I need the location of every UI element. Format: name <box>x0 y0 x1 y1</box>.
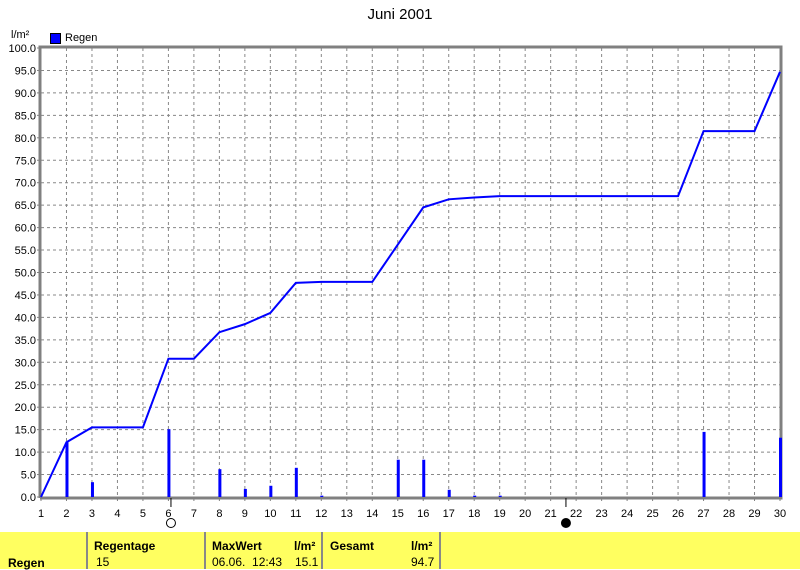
y-tick-label: 5.0 <box>21 470 36 482</box>
rain-bar <box>703 432 706 497</box>
x-tick-label: 27 <box>697 508 709 520</box>
full-moon-icon <box>166 519 175 528</box>
x-tick-label: 7 <box>191 508 197 520</box>
x-tick-label: 4 <box>114 508 120 520</box>
y-tick-label: 50.0 <box>15 268 36 280</box>
x-tick-label: 11 <box>290 508 301 520</box>
x-tick-label: 28 <box>723 508 735 520</box>
x-tick-label: 21 <box>545 508 557 520</box>
x-tick-label: 23 <box>595 508 607 520</box>
x-tick-label: 9 <box>242 508 248 520</box>
gesamt-value: 94.7 <box>411 555 434 569</box>
rain-bar <box>422 460 425 497</box>
rain-bar <box>397 460 400 497</box>
y-tick-label: 95.0 <box>15 65 36 77</box>
y-tick-label: 70.0 <box>15 178 36 190</box>
rain-bar <box>779 438 782 497</box>
x-tick-label: 26 <box>672 508 684 520</box>
x-tick-label: 15 <box>392 508 404 520</box>
x-tick-label: 16 <box>417 508 429 520</box>
x-tick-label: 17 <box>443 508 455 520</box>
x-tick-label: 2 <box>63 508 69 520</box>
rain-bar <box>499 496 502 497</box>
rain-bar <box>295 468 298 497</box>
gesamt-label: Gesamt <box>330 539 374 553</box>
row-label: Regen <box>8 556 45 570</box>
rain-bar <box>65 442 68 497</box>
x-tick-label: 14 <box>366 508 378 520</box>
x-tick-label: 24 <box>621 508 633 520</box>
maxwert-value: 15.1 <box>295 555 318 569</box>
maxwert-unit: l/m² <box>294 539 315 553</box>
x-tick-label: 22 <box>570 508 582 520</box>
y-tick-label: 90.0 <box>15 88 36 100</box>
x-tick-label: 12 <box>315 508 327 520</box>
x-tick-label: 25 <box>646 508 658 520</box>
x-tick-label: 10 <box>264 508 276 520</box>
cumulative-line <box>41 72 780 497</box>
rain-bar <box>320 496 323 497</box>
x-tick-label: 1 <box>38 508 44 520</box>
x-tick-label: 19 <box>494 508 506 520</box>
x-tick-label: 18 <box>468 508 480 520</box>
x-tick-label: 30 <box>774 508 786 520</box>
x-tick-label: 3 <box>89 508 95 520</box>
x-tick-label: 5 <box>140 508 146 520</box>
y-tick-label: 55.0 <box>15 245 36 257</box>
rain-bar <box>244 489 247 497</box>
y-tick-label: 40.0 <box>15 312 36 324</box>
y-tick-label: 15.0 <box>15 425 36 437</box>
y-tick-label: 75.0 <box>15 155 36 167</box>
rain-bar <box>167 429 170 497</box>
y-tick-label: 80.0 <box>15 133 36 145</box>
rain-bar <box>448 490 451 497</box>
y-tick-label: 10.0 <box>15 447 36 459</box>
y-tick-label: 30.0 <box>15 357 36 369</box>
x-tick-label: 29 <box>748 508 760 520</box>
x-tick-label: 13 <box>341 508 353 520</box>
rain-bar <box>473 496 476 497</box>
rain-bar <box>269 486 272 497</box>
new-moon-icon <box>561 519 570 528</box>
rain-bar <box>218 469 221 497</box>
y-tick-label: 100.0 <box>8 43 36 55</box>
y-tick-label: 35.0 <box>15 335 36 347</box>
y-tick-label: 60.0 <box>15 223 36 235</box>
x-tick-label: 8 <box>216 508 222 520</box>
regentage-value: 15 <box>96 555 109 569</box>
regentage-label: Regentage <box>94 539 155 553</box>
y-tick-label: 20.0 <box>15 402 36 414</box>
y-tick-label: 65.0 <box>15 200 36 212</box>
y-tick-label: 45.0 <box>15 290 36 302</box>
y-tick-label: 85.0 <box>15 110 36 122</box>
maxwert-label: MaxWert <box>212 539 262 553</box>
gesamt-unit: l/m² <box>411 539 432 553</box>
y-tick-label: 0.0 <box>21 492 36 504</box>
chart: 0.0 5.0 10.0 15.0 20.0 25.0 30.0 35.0 40.0 45.0 50… <box>0 0 800 532</box>
rain-bar <box>91 482 94 497</box>
maxwert-date: 06.06. 12:43 <box>212 555 282 569</box>
y-tick-label: 25.0 <box>15 380 36 392</box>
x-tick-label: 20 <box>519 508 531 520</box>
summary-footer: Regen Regentage 15 MaxWert l/m² 06.06. 12:4… <box>0 532 800 569</box>
